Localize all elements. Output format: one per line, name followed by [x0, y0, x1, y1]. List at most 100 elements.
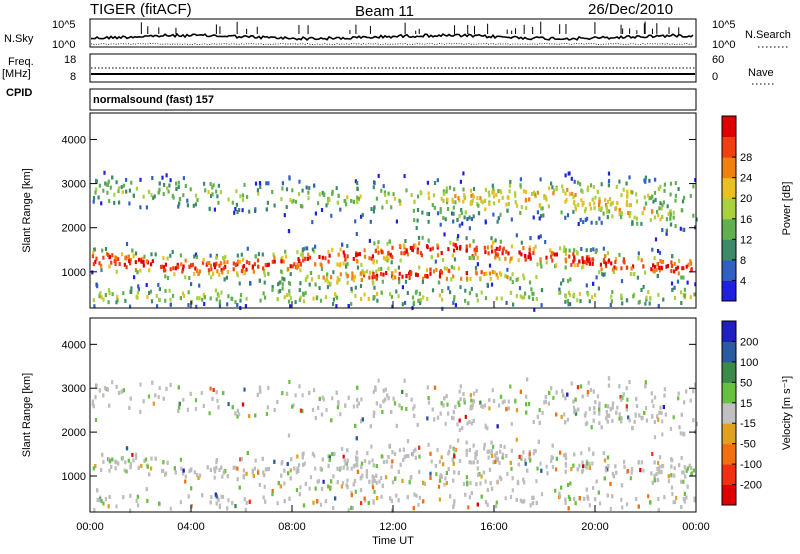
power-cell: [346, 280, 349, 285]
velocity-cell: [283, 468, 286, 473]
velocity-cell: [586, 421, 589, 426]
power-cell: [625, 298, 629, 303]
velocity-cell: [588, 466, 591, 470]
power-cell: [635, 199, 639, 204]
power-cell: [545, 255, 548, 260]
power-cell: [346, 244, 349, 248]
power-cell: [690, 268, 693, 273]
power-cell: [677, 187, 680, 191]
velocity-cell: [499, 394, 503, 399]
power-cell: [167, 189, 170, 194]
power-cell: [291, 188, 294, 193]
velocity-cell: [224, 469, 227, 474]
velocity-cell: [431, 407, 434, 412]
velocity-cell: [566, 417, 570, 422]
power-cell: [469, 188, 472, 193]
power-cell: [241, 208, 244, 213]
velocity-cell: [273, 459, 276, 464]
velocity-cell: [295, 488, 298, 492]
velocity-cell: [346, 448, 349, 453]
power-cell: [400, 251, 403, 256]
velocity-cell: [653, 420, 656, 424]
power-cell: [100, 201, 103, 206]
velocity-cell: [413, 404, 416, 409]
power-cell: [494, 238, 497, 243]
velocity-cell: [222, 470, 225, 475]
velocity-cell: [588, 503, 591, 508]
power-cell: [416, 208, 420, 212]
velocity-cell: [590, 425, 593, 430]
velocity-cell: [471, 403, 474, 408]
power-cell: [256, 188, 259, 193]
velocity-cell: [344, 403, 347, 408]
power-cell: [589, 183, 593, 188]
velocity-cell: [391, 459, 394, 464]
power-cell: [672, 215, 675, 220]
velocity-cell: [418, 445, 421, 450]
velocity-cell: [588, 461, 591, 466]
velocity-cell: [563, 412, 566, 417]
velocity-cell: [453, 499, 456, 504]
power-cell: [477, 211, 481, 216]
power-cell: [360, 214, 363, 219]
power-cell: [471, 198, 474, 203]
power-cell: [446, 198, 449, 202]
velocity-cell: [625, 407, 628, 412]
power-cell: [674, 224, 677, 229]
power-cell: [609, 202, 612, 207]
velocity-cell: [292, 403, 295, 408]
velocity-cell: [444, 421, 447, 426]
power-cell: [496, 252, 499, 257]
velocity-cell: [498, 461, 501, 465]
velocity-cell: [637, 460, 640, 465]
power-cell: [531, 291, 534, 296]
velocity-cell: [209, 467, 212, 472]
power-cell: [193, 254, 196, 259]
power-cell: [681, 266, 684, 271]
velocity-cell: [108, 468, 111, 473]
power-cell: [156, 304, 159, 309]
power-cell: [117, 189, 120, 194]
power-cell: [431, 246, 434, 251]
velocity-cell: [479, 400, 482, 405]
velocity-cell: [630, 470, 633, 475]
velocity-cell: [350, 466, 353, 471]
velocity-cell: [657, 461, 660, 465]
power-cell: [475, 245, 478, 250]
power-cell: [129, 257, 132, 262]
power-cell: [242, 264, 245, 269]
power-cell: [339, 207, 342, 212]
power-cell: [356, 252, 359, 257]
velocity-cell: [301, 393, 304, 398]
velocity-cell: [457, 470, 460, 475]
velocity-cell: [150, 456, 153, 461]
velocity-cell: [412, 506, 415, 511]
power-cell: [435, 267, 438, 272]
power-cell: [465, 236, 468, 241]
velocity-cell: [372, 463, 375, 468]
velocity-cell: [329, 486, 332, 491]
power-cell: [332, 270, 335, 275]
power-cell: [127, 254, 130, 259]
power-cell: [497, 189, 500, 194]
power-cell: [139, 177, 142, 182]
power-cell: [523, 276, 526, 281]
power-cell: [620, 296, 623, 301]
power-cell: [219, 190, 222, 195]
power-cell: [570, 262, 573, 267]
power-cell: [390, 260, 393, 265]
power-cell: [377, 240, 380, 245]
colorbar-tick-label: 20: [740, 193, 752, 205]
power-cell: [128, 259, 131, 264]
velocity-cell: [367, 501, 370, 505]
power-cell: [254, 254, 257, 259]
velocity-cell: [271, 492, 274, 497]
velocity-cell: [355, 457, 358, 462]
velocity-cell: [346, 466, 349, 471]
power-cell: [602, 246, 605, 251]
velocity-cell: [670, 473, 673, 478]
power-cell: [298, 297, 301, 302]
velocity-cell: [236, 408, 239, 413]
velocity-cell: [523, 480, 526, 485]
velocity-cell: [145, 487, 148, 492]
